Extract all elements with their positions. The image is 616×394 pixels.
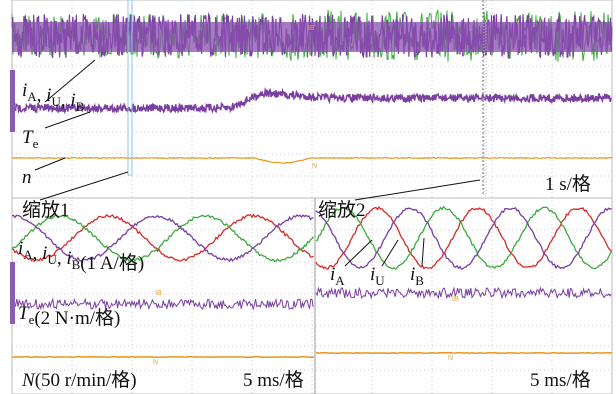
text: (1 A/格) [80, 252, 144, 274]
text: , [37, 85, 47, 106]
scope-marker: N [153, 359, 158, 366]
scope-screenshot: iA, iU, iBTen1 s/格缩放1缩放2iA, iU, iB(1 A/格… [0, 0, 616, 394]
zoom-timebase: 5 ms/格 [243, 369, 304, 391]
text: 缩放2 [318, 199, 366, 221]
background [0, 0, 616, 394]
text: , [57, 248, 67, 269]
zoom-timebase: 5 ms/格 [530, 369, 591, 391]
channel-marker [10, 70, 15, 132]
text: (2 N·m/格) [34, 307, 120, 329]
subscript: B [415, 273, 424, 288]
text: n [22, 167, 32, 188]
text: 缩放1 [22, 199, 70, 221]
scope-marker: N [312, 163, 317, 170]
zoom-speed [12, 357, 314, 358]
overview-speed-label: n [22, 167, 32, 188]
text: 5 ms/格 [243, 369, 304, 391]
text: 5 ms/格 [530, 369, 591, 391]
scope-marker: IB [308, 25, 315, 32]
subscript: B [72, 257, 81, 272]
overview-timebase: 1 s/格 [545, 173, 591, 195]
zoom-speed [316, 353, 612, 354]
channel-marker [10, 262, 15, 324]
text: , [61, 90, 71, 111]
scope-marker: N [448, 355, 453, 362]
subscript: A [335, 273, 345, 288]
text: (50 r/min/格) [35, 369, 137, 391]
subscript: e [33, 136, 39, 151]
scope-marker: IB [452, 296, 459, 303]
subscript: U [375, 273, 385, 288]
scope-marker: IB [155, 290, 162, 297]
zoom-label-2: 缩放2 [318, 199, 366, 221]
zoom-speed-label: N(50 r/min/格) [21, 369, 137, 391]
text: , [33, 243, 43, 264]
zoom-label-1: 缩放1 [22, 199, 70, 221]
subscript: B [76, 99, 85, 114]
text: 1 s/格 [545, 173, 591, 195]
